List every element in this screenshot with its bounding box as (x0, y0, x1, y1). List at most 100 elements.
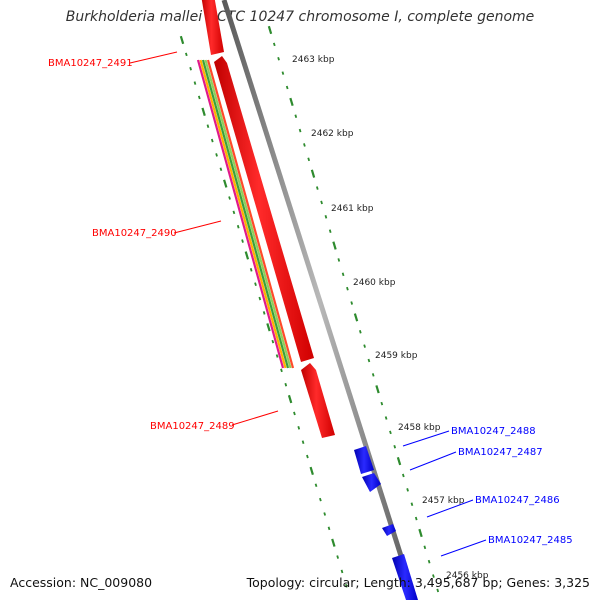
tick-mark (367, 358, 371, 363)
tick-mark (294, 114, 298, 119)
tick-labels: 2463 kbp 2462 kbp 2461 kbp 2460 kbp 2459 kbp… (292, 55, 489, 581)
gene-labels: BMA10247_2491 BMA10247_2490 BMA10247_2489 B… (48, 51, 573, 557)
reverse-strand (354, 446, 418, 600)
tick-mark (346, 286, 349, 291)
gene-leader-line (129, 51, 178, 64)
tick-mark (189, 66, 192, 71)
gene-leader-line (173, 220, 222, 234)
tick-mark (232, 210, 236, 215)
tick-mark (375, 385, 380, 394)
tick-mark (341, 272, 345, 277)
tick-mark (272, 42, 276, 47)
tick-mark (363, 344, 366, 348)
tick-mark (310, 169, 316, 178)
tick-label: 2456 kbp (446, 571, 489, 581)
gene-arrow-BMA10247_2487[interactable] (362, 473, 381, 492)
tick-mark (289, 97, 294, 106)
tick-mark (285, 85, 289, 90)
gene-label-BMA10247_2490[interactable]: BMA10247_2490 (92, 228, 177, 239)
tick-mark (396, 456, 402, 466)
tick-mark (303, 143, 306, 147)
tick-mark (324, 215, 328, 219)
tick-mark (406, 488, 409, 492)
accession-label: Accession: NC_009080 (10, 575, 153, 590)
gene-label-BMA10247_2485[interactable]: BMA10247_2485 (488, 535, 573, 546)
tick-mark (219, 167, 223, 172)
gene-arrow-BMA10247_2486[interactable] (382, 524, 396, 536)
tick-label: 2463 kbp (292, 55, 335, 65)
tick-mark (371, 373, 375, 377)
tick-mark (327, 526, 331, 531)
tick-mark (393, 444, 397, 449)
tick-mark (197, 95, 201, 100)
tick-mark (323, 512, 327, 516)
tick-mark (281, 71, 285, 75)
tick-mark (358, 329, 362, 334)
tick-mark (280, 368, 283, 373)
tick-mark (223, 179, 228, 188)
tick-mark (206, 124, 210, 128)
tick-mark (228, 196, 231, 200)
tick-mark (384, 416, 388, 420)
tick-mark (293, 411, 296, 416)
tick-mark (380, 401, 384, 406)
tick-mark (271, 339, 275, 344)
gene-leader-line (402, 430, 450, 447)
tick-mark (436, 588, 440, 593)
tick-mark (287, 394, 293, 404)
tick-mark (336, 555, 340, 559)
tick-mark (266, 323, 271, 332)
tick-label: 2461 kbp (331, 204, 374, 214)
genome-summary: Topology: circular; Length: 3,495,687 bp… (246, 575, 590, 590)
tick-mark (193, 81, 197, 85)
tick-mark (284, 382, 288, 387)
tick-mark (389, 430, 392, 435)
gene-label-BMA10247_2491[interactable]: BMA10247_2491 (48, 58, 133, 69)
tick-mark (297, 426, 301, 430)
gene-leader-line (231, 410, 279, 426)
tick-mark (267, 25, 273, 35)
tick-mark (262, 311, 266, 315)
tick-label: 2459 kbp (375, 351, 418, 361)
tick-mark (244, 251, 250, 260)
tick-mark (210, 138, 214, 143)
tick-mark (215, 153, 218, 157)
tick-mark (414, 516, 418, 521)
forward-strand (201, 0, 335, 438)
gene-label-BMA10247_2489[interactable]: BMA10247_2489 (150, 421, 235, 432)
tick-mark (402, 473, 405, 478)
feature-band (196, 59, 295, 369)
tick-mark (353, 313, 359, 322)
gene-label-BMA10247_2487[interactable]: BMA10247_2487 (458, 447, 543, 458)
tick-label: 2458 kbp (398, 423, 441, 433)
tick-mark (432, 574, 435, 578)
tick-mark (320, 200, 323, 205)
tick-mark (298, 128, 302, 133)
tick-mark (427, 559, 431, 564)
gene-arrow-BMA10247_2489[interactable] (301, 363, 335, 438)
gene-arrow-BMA10247_2488[interactable] (354, 446, 374, 474)
tick-mark (309, 466, 314, 476)
gene-leader-line (440, 539, 487, 557)
tick-mark (350, 301, 354, 305)
tick-mark (306, 454, 309, 459)
genome-backbone (221, 0, 418, 600)
tick-mark (319, 497, 322, 502)
tick-mark (254, 282, 257, 286)
tick-mark (340, 569, 344, 574)
tick-mark (410, 502, 414, 507)
tick-mark (179, 35, 185, 45)
gene-label-BMA10247_2488[interactable]: BMA10247_2488 (451, 426, 536, 437)
tick-mark (277, 56, 280, 61)
gene-label-BMA10247_2486[interactable]: BMA10247_2486 (475, 495, 560, 506)
gene-arrow-BMA10247_2491[interactable] (201, 0, 224, 55)
tick-mark (337, 258, 341, 262)
gene-arrow-BMA10247_2490[interactable] (214, 56, 314, 362)
tick-mark (328, 229, 332, 233)
tick-mark (185, 52, 188, 57)
tick-label: 2460 kbp (353, 278, 396, 288)
gene-arrow-BMA10247_2485[interactable] (392, 554, 418, 600)
tick-mark (345, 584, 348, 588)
tick-mark (275, 354, 279, 358)
